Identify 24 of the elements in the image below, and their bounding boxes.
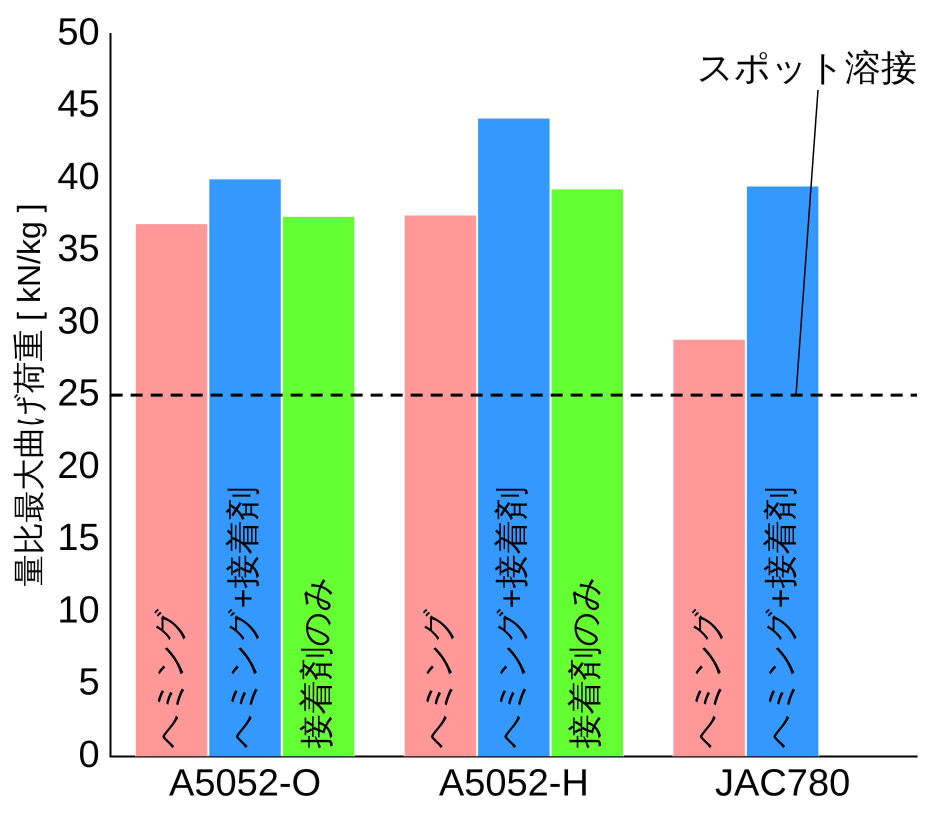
text: ヘミング — [420, 608, 458, 748]
y-tick-label: 20 — [57, 444, 100, 487]
series-label: 接着剤のみ — [298, 576, 336, 748]
x-tick-label: A5052-O — [169, 762, 322, 805]
y-axis-title: 量比最大曲げ荷重 [ kN/kg ] — [11, 203, 48, 587]
text: ヘミング+接着剤 — [493, 486, 532, 748]
text: 接着剤のみ — [566, 576, 605, 748]
y-tick-label: 15 — [57, 517, 100, 560]
series-label: ヘミング — [150, 608, 189, 748]
y-tick-label: 0 — [78, 734, 100, 776]
y-tick-label: 45 — [57, 84, 100, 126]
y-tick-label: 5 — [78, 662, 100, 704]
y-tick-label: 30 — [57, 300, 100, 342]
y-tick-label: 25 — [57, 372, 100, 415]
x-tick-label: JAC780 — [715, 762, 850, 805]
series-label: ヘミング+接着剤 — [224, 486, 262, 748]
x-tick-label: A5052-H — [438, 762, 589, 805]
y-tick-label: 50 — [57, 11, 100, 54]
ref-line-label: スポット溶接 — [697, 46, 917, 88]
text: ヘミング+接着剤 — [762, 486, 800, 748]
y-tick-label: 10 — [57, 589, 100, 632]
text: ヘミング — [688, 608, 727, 748]
y-tick-label: 40 — [57, 156, 100, 198]
y-tick-label: 35 — [57, 228, 100, 270]
